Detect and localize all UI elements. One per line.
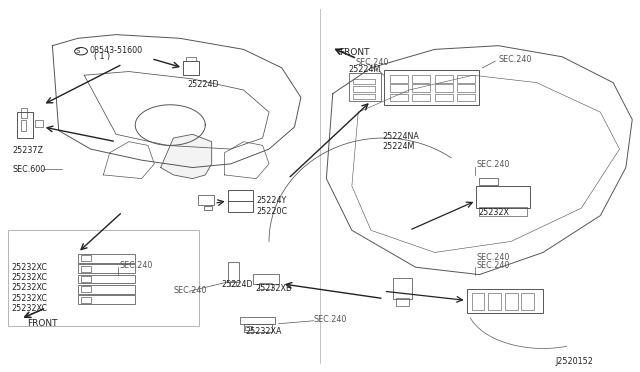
Text: SEC.600: SEC.600 [13, 165, 46, 174]
Bar [384, 70, 479, 105]
Bar [479, 178, 499, 185]
Text: 25232XB: 25232XB [255, 284, 291, 293]
Text: 25224M: 25224M [383, 142, 415, 151]
Bar [412, 84, 430, 92]
Bar [259, 283, 272, 289]
Bar [412, 75, 430, 83]
Text: SEC.240: SEC.240 [119, 261, 153, 270]
Bar [78, 275, 135, 283]
Polygon shape [161, 134, 212, 179]
Text: 25237Z: 25237Z [13, 147, 44, 155]
Bar [435, 94, 452, 101]
Bar [20, 109, 27, 118]
Bar [78, 254, 135, 263]
Text: 25232XA: 25232XA [246, 327, 282, 336]
Bar [241, 317, 275, 324]
Text: 25232XC: 25232XC [11, 304, 47, 313]
Bar [353, 79, 376, 84]
Bar [228, 201, 253, 212]
Bar [390, 75, 408, 83]
Bar [81, 297, 91, 303]
Bar [390, 84, 408, 92]
Bar [183, 61, 199, 75]
Text: SEC.240: SEC.240 [173, 286, 207, 295]
Bar [186, 57, 196, 61]
Bar [505, 293, 518, 310]
Bar [228, 190, 253, 201]
Bar [8, 230, 199, 326]
Text: FRONT: FRONT [27, 319, 58, 328]
Bar [78, 264, 135, 273]
Bar [17, 112, 33, 138]
Bar [457, 75, 475, 83]
Text: 25220C: 25220C [256, 206, 287, 216]
Bar [390, 94, 408, 101]
Text: 25232XC: 25232XC [11, 283, 47, 292]
Bar [467, 289, 543, 313]
Bar [435, 75, 452, 83]
Bar [230, 281, 236, 286]
Text: SEC.240: SEC.240 [476, 160, 509, 169]
Bar [81, 286, 91, 292]
Bar [349, 73, 381, 101]
Text: SEC.240: SEC.240 [314, 315, 347, 324]
Text: SEC.240: SEC.240 [499, 55, 532, 64]
Bar [412, 94, 430, 101]
Text: 25232X: 25232X [478, 208, 509, 218]
Bar [228, 262, 239, 282]
Text: 25224D: 25224D [221, 280, 253, 289]
Text: 08543-51600: 08543-51600 [90, 46, 143, 55]
Text: ( 1 ): ( 1 ) [94, 52, 110, 61]
Bar [488, 293, 501, 310]
Text: SEC.240: SEC.240 [476, 261, 509, 270]
Bar [78, 295, 135, 304]
Bar [81, 276, 91, 282]
Bar [457, 94, 475, 101]
Bar [81, 256, 91, 261]
Bar [394, 278, 412, 299]
Bar [81, 266, 91, 272]
Text: 25224M: 25224M [349, 65, 381, 74]
Text: 25224D: 25224D [188, 80, 219, 89]
Bar [20, 119, 26, 131]
Text: S: S [76, 48, 80, 54]
Bar [353, 94, 376, 99]
Bar [479, 208, 527, 215]
Bar [35, 119, 43, 127]
Text: 25232XC: 25232XC [11, 273, 47, 282]
Bar [353, 86, 376, 92]
Bar [435, 84, 452, 92]
Text: 25232XC: 25232XC [11, 263, 47, 272]
Bar [522, 293, 534, 310]
Text: 25224NA: 25224NA [383, 132, 419, 141]
Bar [78, 285, 135, 294]
Text: 25224Y: 25224Y [256, 196, 287, 205]
Text: SEC.240: SEC.240 [476, 253, 509, 263]
Bar [457, 84, 475, 92]
Bar [246, 326, 252, 330]
Bar [476, 186, 531, 208]
Text: J2520152: J2520152 [556, 357, 594, 366]
Bar [244, 324, 272, 332]
Bar [396, 298, 409, 306]
Text: 25232XC: 25232XC [11, 294, 47, 303]
Text: SEC.240: SEC.240 [355, 58, 388, 67]
Bar [198, 195, 214, 205]
Bar [472, 293, 484, 310]
Bar [204, 206, 212, 210]
Text: FRONT: FRONT [339, 48, 370, 57]
Bar [253, 273, 278, 284]
